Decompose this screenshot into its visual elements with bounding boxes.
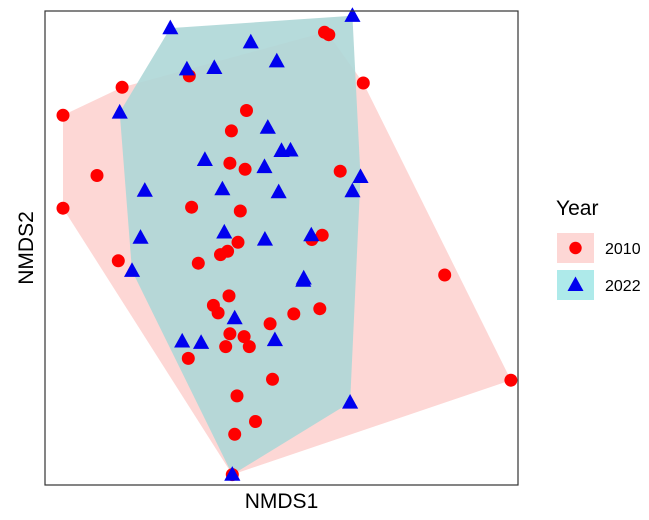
point-2010-17 bbox=[233, 204, 247, 218]
point-2022-16 bbox=[282, 141, 299, 157]
point-2022-1 bbox=[162, 19, 179, 35]
point-2010-1 bbox=[56, 201, 70, 215]
point-2010-30 bbox=[287, 307, 301, 321]
point-2022-20 bbox=[303, 226, 320, 242]
point-2022-4 bbox=[206, 59, 223, 74]
point-2022-10 bbox=[196, 151, 213, 166]
point-2010-12 bbox=[224, 124, 238, 138]
point-2010-36 bbox=[333, 164, 347, 178]
point-2022-26 bbox=[352, 168, 369, 183]
point-2010-38 bbox=[438, 268, 452, 282]
point-2022-7 bbox=[136, 182, 153, 197]
point-2010-2 bbox=[90, 169, 104, 182]
legend: Year 2010 2022 bbox=[556, 197, 641, 300]
point-2010-4 bbox=[115, 80, 129, 94]
point-2010-28 bbox=[263, 317, 277, 331]
point-2022-9 bbox=[124, 262, 141, 277]
legend-label-2022: 2022 bbox=[605, 278, 641, 295]
point-2022-29 bbox=[193, 334, 210, 349]
point-2010-20 bbox=[222, 289, 236, 303]
hull-layer bbox=[63, 15, 511, 475]
y-axis-title: NMDS2 bbox=[15, 211, 38, 285]
point-2010-19 bbox=[211, 306, 225, 320]
point-2010-24 bbox=[237, 330, 251, 344]
point-2010-14 bbox=[219, 340, 233, 354]
point-2010-32 bbox=[315, 228, 329, 242]
point-2010-35 bbox=[313, 302, 327, 316]
point-2022-8 bbox=[132, 229, 149, 244]
point-2010-27 bbox=[242, 340, 256, 354]
point-2010-16 bbox=[231, 235, 245, 249]
points-layer bbox=[56, 7, 518, 482]
point-2010-6 bbox=[185, 200, 199, 214]
point-2022-11 bbox=[214, 180, 231, 196]
point-2010-15 bbox=[223, 327, 237, 341]
legend-title: Year bbox=[556, 197, 598, 220]
point-2010-8 bbox=[191, 256, 205, 270]
point-2010-13 bbox=[223, 156, 237, 170]
point-2022-12 bbox=[216, 223, 233, 239]
point-2022-0 bbox=[344, 7, 361, 22]
point-2022-24 bbox=[174, 332, 191, 348]
point-2010-18 bbox=[228, 427, 242, 441]
point-2022-27 bbox=[342, 394, 359, 409]
point-2010-7 bbox=[181, 351, 195, 365]
point-2010-26 bbox=[249, 415, 262, 428]
point-2010-11 bbox=[221, 244, 235, 258]
point-2010-25 bbox=[230, 389, 244, 403]
point-2022-25 bbox=[344, 182, 361, 198]
point-2010-39 bbox=[504, 373, 518, 387]
point-2022-22 bbox=[295, 272, 312, 287]
point-2022-2 bbox=[242, 33, 259, 49]
point-2022-28 bbox=[224, 466, 241, 481]
point-2010-0 bbox=[56, 108, 70, 122]
x-axis-title: NMDS1 bbox=[245, 490, 319, 513]
point-2010-29 bbox=[266, 372, 279, 386]
point-2022-13 bbox=[259, 119, 276, 134]
point-2022-23 bbox=[266, 331, 283, 347]
point-2010-37 bbox=[356, 76, 370, 90]
point-2022-14 bbox=[256, 158, 273, 174]
legend-label-2010: 2010 bbox=[605, 241, 641, 258]
point-2022-3 bbox=[268, 52, 285, 68]
point-2010-22 bbox=[240, 104, 253, 117]
legend-marker-2010 bbox=[569, 241, 582, 255]
point-2010-3 bbox=[111, 254, 125, 268]
point-2022-17 bbox=[270, 183, 287, 199]
legend-marker-2022 bbox=[567, 276, 584, 291]
point-2022-5 bbox=[178, 60, 195, 76]
plot-panel-border bbox=[44, 10, 519, 486]
point-2022-6 bbox=[111, 103, 128, 119]
point-2022-19 bbox=[256, 231, 273, 246]
point-2022-18 bbox=[226, 309, 243, 325]
point-2010-34 bbox=[322, 28, 336, 42]
point-2010-21 bbox=[238, 162, 252, 176]
